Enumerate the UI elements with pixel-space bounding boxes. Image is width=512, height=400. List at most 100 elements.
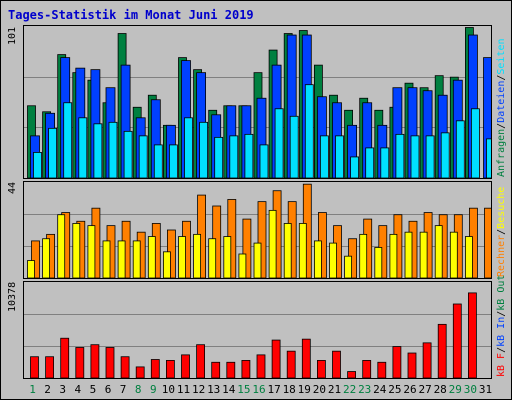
bar-pages-day-21 xyxy=(335,135,344,178)
day-label: 26 xyxy=(403,383,417,396)
day-label: 31 xyxy=(478,383,493,396)
bar-sites-day-31 xyxy=(484,207,491,278)
day-label: 18 xyxy=(282,383,296,396)
bar-visits-day-16 xyxy=(253,242,262,278)
bar-pages-day-5 xyxy=(93,123,103,178)
day-label: 28 xyxy=(433,383,447,396)
bar-kbytes-day-29 xyxy=(452,303,462,378)
day-label: 23 xyxy=(358,383,372,396)
bar-kbytes-day-18 xyxy=(286,350,296,378)
bar-kbytes-day-7 xyxy=(120,356,130,378)
bar-pages-day-9 xyxy=(153,144,163,178)
ymax-label-requests: 101 xyxy=(7,27,18,46)
legend-entry: / xyxy=(496,74,507,81)
bar-kbytes-day-17 xyxy=(271,339,281,378)
bar-kbytes-day-26 xyxy=(407,352,417,378)
legend-entry: / xyxy=(496,310,507,317)
bar-pages-day-11 xyxy=(184,117,193,178)
bar-kbytes-day-9 xyxy=(150,359,160,378)
bar-kbytes-day-27 xyxy=(422,342,432,378)
bar-pages-day-31 xyxy=(486,138,491,178)
bar-pages-day-3 xyxy=(63,102,73,178)
bar-kbytes-day-15 xyxy=(241,360,251,378)
ymax-label-kbytes: 10378 xyxy=(7,282,18,313)
day-axis: 1 2 3 4 5 6 7 8 9 10 11 12 13 14 15 16 17 18 19 20 21 22 23 24 2… xyxy=(23,383,492,397)
legend-kbytes: kB F/kB In/kB Out xyxy=(496,275,507,377)
legend-visits: Rechner/Besuche xyxy=(496,181,507,277)
bar-visits-day-15 xyxy=(238,253,247,278)
day-label: 24 xyxy=(373,383,387,396)
bar-pages-day-19 xyxy=(304,84,314,178)
legend-requests: Anfragen/Dateien/Seiten xyxy=(496,25,507,177)
bar-visits-day-2 xyxy=(42,238,51,278)
legend-entry: Anfragen xyxy=(496,128,507,177)
bar-kbytes-day-5 xyxy=(90,344,100,378)
day-label: 13 xyxy=(207,383,221,396)
bar-pages-day-17 xyxy=(274,108,284,178)
bar-kbytes-day-10 xyxy=(165,360,175,378)
bar-pages-day-30 xyxy=(470,108,480,178)
bar-visits-day-12 xyxy=(193,233,202,278)
legend-entry: Seiten xyxy=(496,38,507,75)
bar-visits-day-24 xyxy=(374,247,383,278)
bar-kbytes-day-30 xyxy=(467,292,477,378)
bar-pages-day-14 xyxy=(229,135,239,178)
bar-visits-day-4 xyxy=(72,223,81,278)
bar-pages-day-13 xyxy=(214,136,224,178)
day-label: 15 xyxy=(237,383,251,396)
day-label: 7 xyxy=(119,383,127,396)
bar-visits-day-17 xyxy=(268,209,277,278)
bar-kbytes-day-6 xyxy=(105,347,115,378)
bar-kbytes-day-28 xyxy=(437,323,447,378)
bar-kbytes-day-12 xyxy=(196,344,206,378)
bar-kbytes-day-4 xyxy=(75,347,85,378)
bar-kbytes-day-25 xyxy=(392,346,402,378)
chart-title: Tages-Statistik im Monat Juni 2019 xyxy=(8,8,254,22)
bar-sites-day-16 xyxy=(257,201,267,278)
bar-visits-day-23 xyxy=(359,233,368,278)
bar-pages-day-20 xyxy=(319,135,329,178)
bar-sites-day-15 xyxy=(242,218,252,278)
bar-pages-day-12 xyxy=(199,121,209,178)
day-label: 8 xyxy=(134,383,142,396)
bar-pages-day-27 xyxy=(425,135,435,178)
day-label: 4 xyxy=(74,383,82,396)
bar-visits-day-1 xyxy=(27,260,35,278)
bar-visits-day-13 xyxy=(208,238,217,278)
bar-visits-day-9 xyxy=(147,236,156,278)
bar-visits-day-21 xyxy=(329,242,337,278)
day-label: 29 xyxy=(448,383,462,396)
bar-pages-day-28 xyxy=(440,132,450,178)
bar-visits-day-30 xyxy=(464,236,473,278)
ymax-label-visits: 44 xyxy=(7,182,18,195)
day-label: 25 xyxy=(388,383,402,396)
bar-pages-day-15 xyxy=(244,133,254,178)
day-label: 19 xyxy=(297,383,311,396)
day-label: 6 xyxy=(104,383,112,396)
bar-pages-day-1 xyxy=(33,152,42,178)
day-label: 10 xyxy=(161,383,176,396)
bar-kbytes-day-2 xyxy=(45,356,55,378)
day-label: 30 xyxy=(463,383,478,396)
bar-pages-day-22 xyxy=(350,156,360,178)
bar-visits-day-27 xyxy=(419,231,428,278)
legend-entry: / xyxy=(496,122,507,129)
vertical-legend: Anfragen/Dateien/Seiten Rechner/Besuche … xyxy=(494,25,510,377)
bar-visits-day-20 xyxy=(313,240,322,278)
bar-files-day-31 xyxy=(483,57,491,178)
visits-chart xyxy=(24,183,491,278)
legend-entry: kB Out xyxy=(496,274,507,311)
bar-visits-day-19 xyxy=(298,223,307,278)
bar-sites-day-1 xyxy=(31,240,40,278)
bar-pages-day-29 xyxy=(455,120,465,178)
bar-files-day-23 xyxy=(362,102,373,178)
bar-visits-day-8 xyxy=(132,240,141,278)
bar-visits-day-22 xyxy=(344,255,353,278)
bar-kbytes-day-24 xyxy=(377,361,387,378)
bar-kbytes-day-1 xyxy=(30,356,39,378)
bar-kbytes-day-16 xyxy=(256,354,266,378)
bar-kbytes-day-21 xyxy=(332,350,341,378)
day-label: 17 xyxy=(267,383,281,396)
legend-entry: Rechner xyxy=(496,234,507,277)
